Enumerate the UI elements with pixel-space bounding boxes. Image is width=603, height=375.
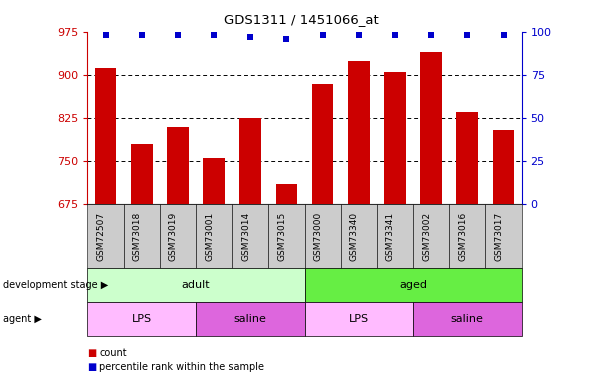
Text: GSM73340: GSM73340: [350, 211, 359, 261]
Bar: [276, 184, 297, 204]
Bar: [456, 112, 478, 204]
Text: GSM73016: GSM73016: [458, 211, 467, 261]
Point: [245, 34, 255, 40]
Text: development stage ▶: development stage ▶: [3, 280, 109, 290]
Text: LPS: LPS: [349, 314, 369, 324]
Bar: [95, 68, 116, 204]
Text: GSM73341: GSM73341: [386, 211, 395, 261]
Text: adult: adult: [182, 280, 210, 290]
Text: GSM73018: GSM73018: [133, 211, 142, 261]
Text: ■: ■: [87, 348, 96, 358]
Bar: [312, 84, 333, 204]
Text: saline: saline: [234, 314, 267, 324]
Point: [463, 32, 472, 38]
Bar: [131, 144, 153, 204]
Point: [318, 32, 327, 38]
Bar: [203, 158, 225, 204]
Text: GSM73017: GSM73017: [494, 211, 504, 261]
Text: GSM72507: GSM72507: [96, 211, 106, 261]
Text: GSM73001: GSM73001: [205, 211, 214, 261]
Point: [390, 32, 400, 38]
Text: GDS1311 / 1451066_at: GDS1311 / 1451066_at: [224, 13, 379, 26]
Bar: [239, 118, 261, 204]
Point: [282, 36, 291, 42]
Bar: [493, 130, 514, 204]
Text: GSM73014: GSM73014: [241, 211, 250, 261]
Point: [101, 32, 110, 38]
Text: count: count: [99, 348, 127, 358]
Text: GSM73000: GSM73000: [314, 211, 323, 261]
Point: [137, 32, 147, 38]
Text: GSM73002: GSM73002: [422, 211, 431, 261]
Text: ■: ■: [87, 362, 96, 372]
Point: [173, 32, 183, 38]
Bar: [167, 127, 189, 204]
Bar: [420, 52, 442, 204]
Point: [354, 32, 364, 38]
Text: percentile rank within the sample: percentile rank within the sample: [99, 362, 265, 372]
Point: [426, 32, 436, 38]
Text: aged: aged: [399, 280, 427, 290]
Point: [499, 32, 508, 38]
Bar: [348, 61, 370, 204]
Text: LPS: LPS: [131, 314, 152, 324]
Text: GSM73015: GSM73015: [277, 211, 286, 261]
Text: saline: saline: [451, 314, 484, 324]
Bar: [384, 72, 406, 204]
Point: [209, 32, 219, 38]
Text: GSM73019: GSM73019: [169, 211, 178, 261]
Text: agent ▶: agent ▶: [3, 314, 42, 324]
